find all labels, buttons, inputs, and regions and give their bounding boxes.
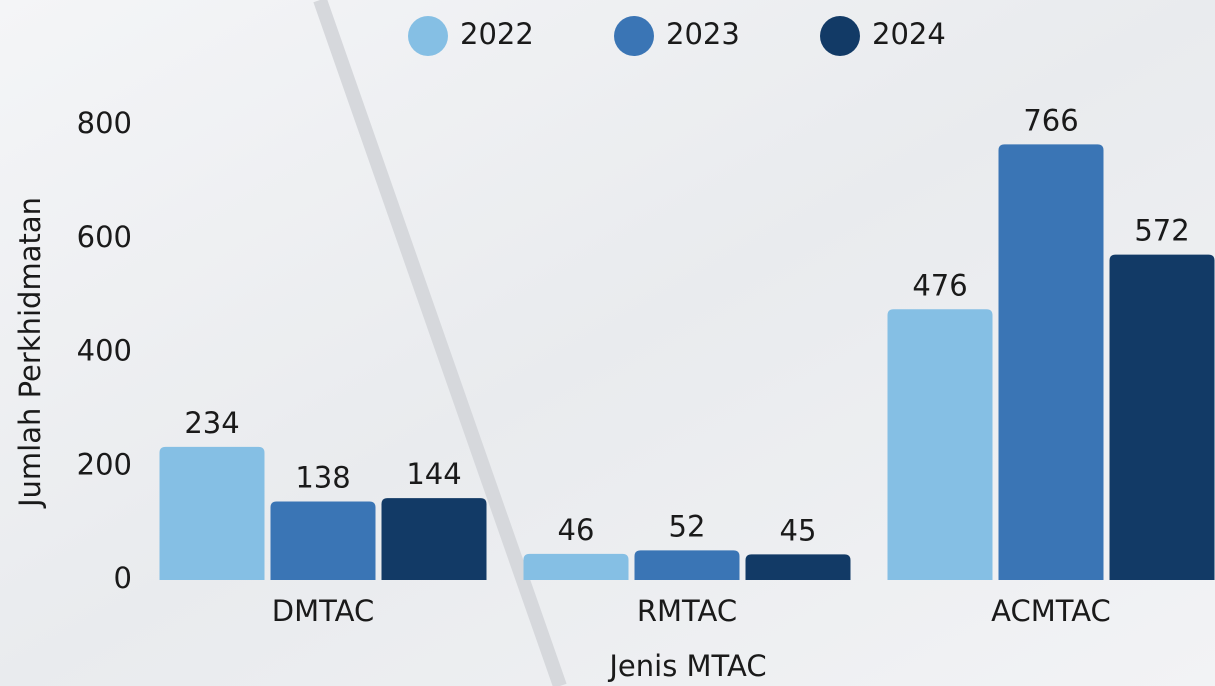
bar [746, 554, 851, 580]
x-tick-label: ACMTAC [991, 594, 1111, 628]
legend-marker [820, 16, 860, 56]
bar [635, 550, 740, 580]
x-axis-title: Jenis MTAC [607, 649, 766, 683]
x-tick-label: RMTAC [637, 594, 737, 628]
data-label: 138 [295, 461, 350, 495]
legend-marker [408, 16, 448, 56]
x-tick-label: DMTAC [272, 594, 374, 628]
data-label: 45 [780, 513, 817, 547]
y-tick-label: 800 [77, 106, 132, 140]
legend-label: 2022 [460, 17, 534, 51]
y-tick-label: 200 [77, 447, 132, 481]
data-label: 572 [1134, 214, 1189, 248]
y-axis-title: Jumlah Perkhidmatan [13, 197, 47, 509]
data-label: 766 [1023, 103, 1078, 137]
y-tick-label: 400 [77, 334, 132, 368]
y-tick-label: 600 [77, 220, 132, 254]
legend-label: 2023 [666, 17, 740, 51]
bar [382, 498, 487, 580]
data-label: 52 [669, 509, 706, 543]
data-label: 234 [184, 406, 239, 440]
bar [524, 554, 629, 580]
chart: Jenis MTAC Jumlah Perkhidmatan 0 200 400 60… [0, 0, 1215, 686]
bar [1110, 255, 1215, 580]
bar [888, 309, 993, 580]
legend-label: 2024 [872, 17, 946, 51]
bar [271, 502, 376, 580]
legend-marker [614, 16, 654, 56]
data-label: 476 [912, 268, 967, 302]
data-label: 144 [406, 457, 461, 491]
bar [160, 447, 265, 580]
data-label: 46 [558, 513, 595, 547]
bar [999, 144, 1104, 580]
y-tick-label: 0 [114, 561, 132, 595]
page: {"chart_data":{"type":"bar","x_label":"J… [0, 0, 1215, 686]
